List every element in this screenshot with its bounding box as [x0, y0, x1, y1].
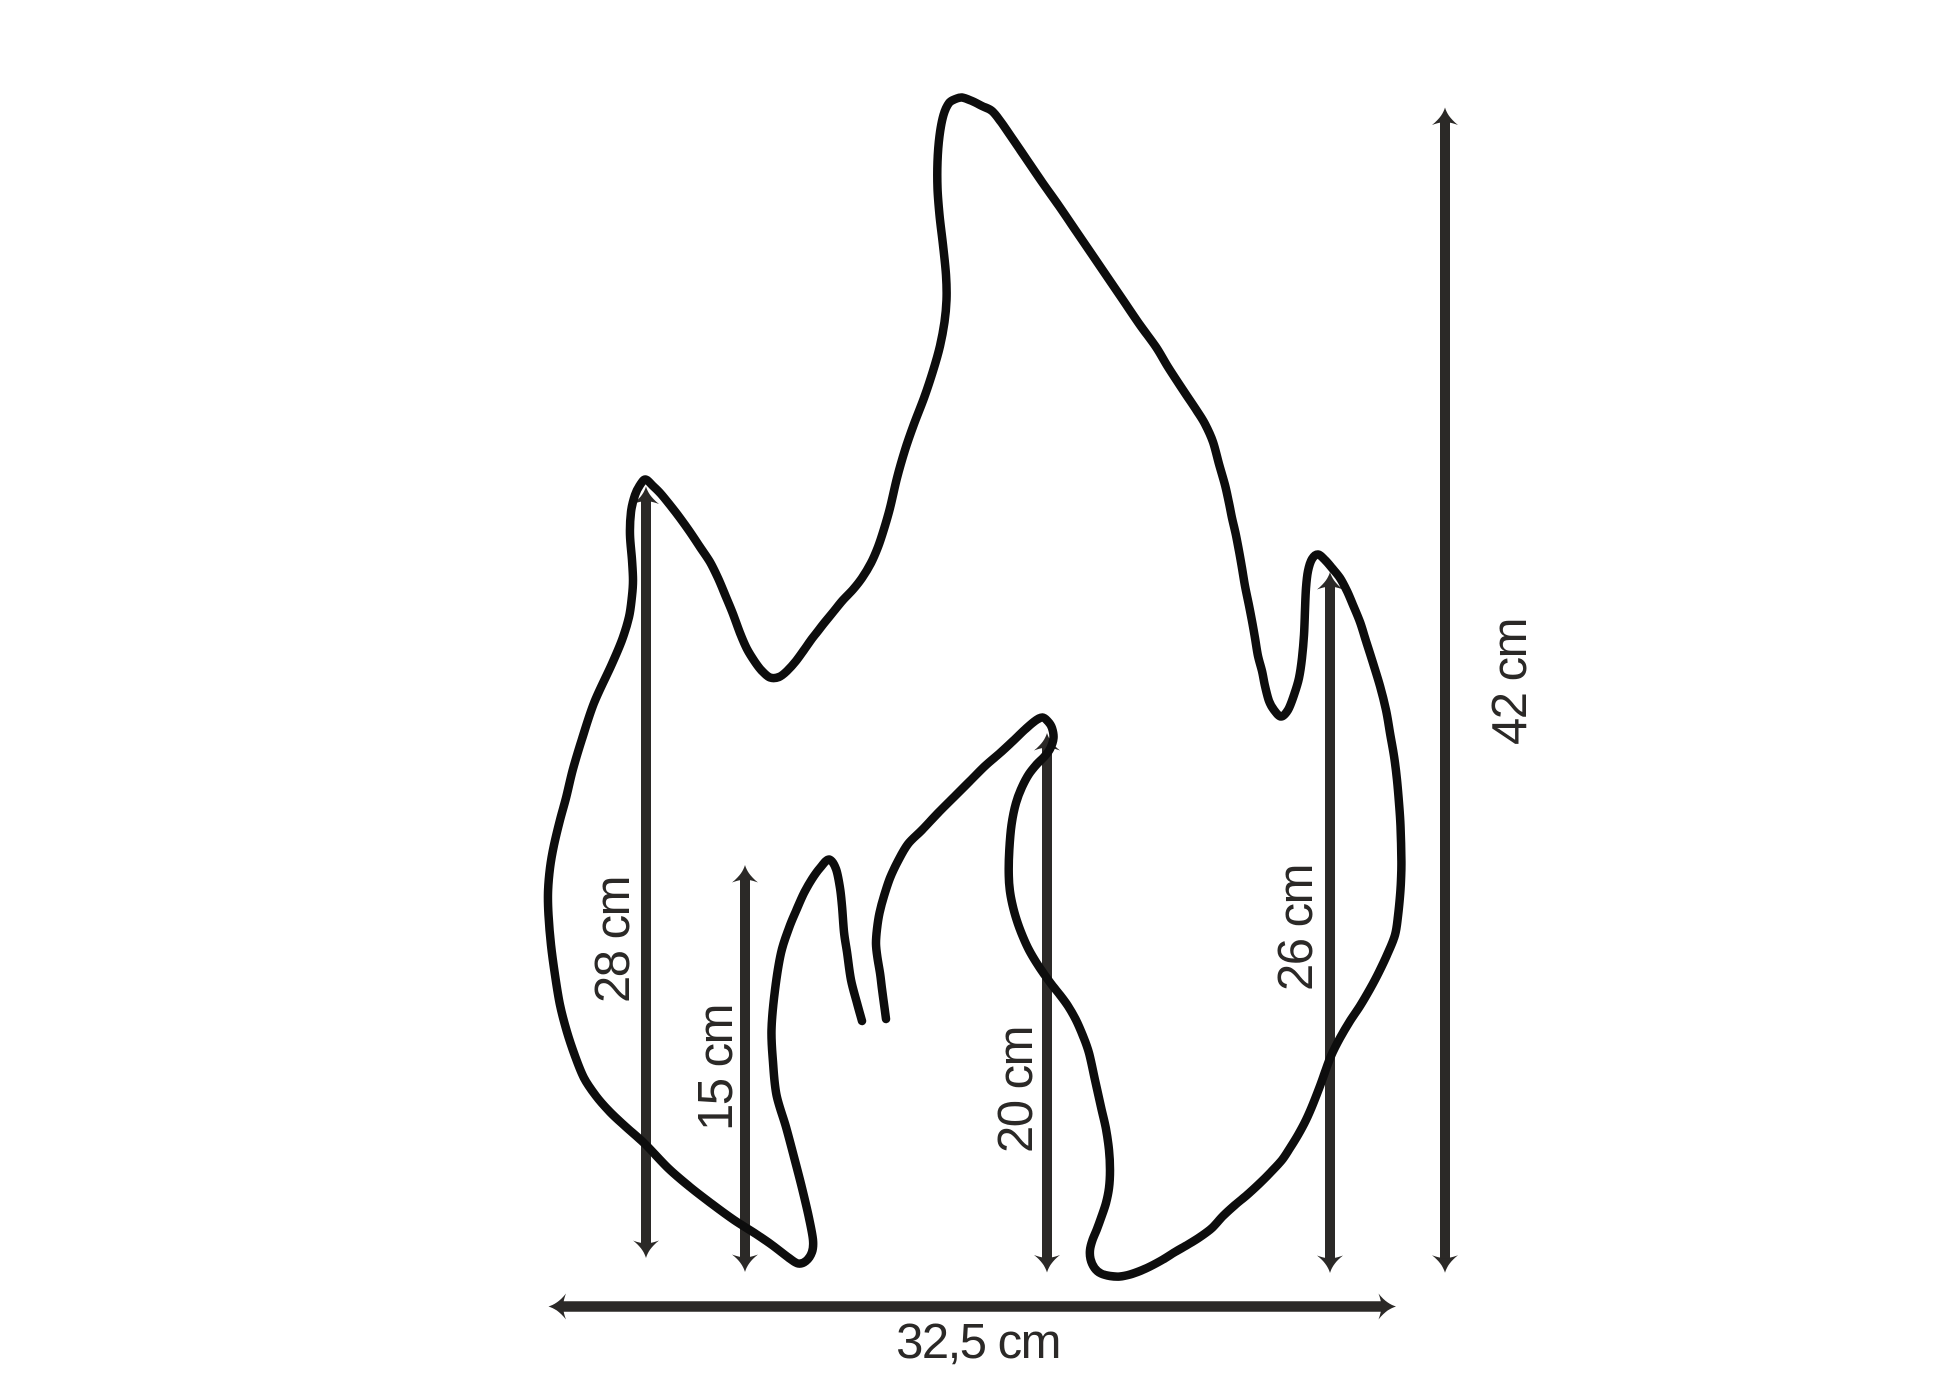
svg-text:32,5 cm: 32,5 cm: [896, 1315, 1060, 1369]
svg-text:42 cm: 42 cm: [1483, 619, 1537, 745]
svg-text:15 cm: 15 cm: [689, 1005, 743, 1131]
svg-text:26 cm: 26 cm: [1269, 865, 1323, 991]
svg-text:28 cm: 28 cm: [586, 877, 640, 1003]
svg-text:20 cm: 20 cm: [989, 1027, 1043, 1153]
